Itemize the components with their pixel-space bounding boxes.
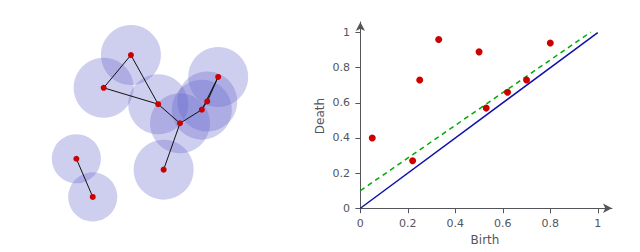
svg-text:0.8: 0.8 bbox=[542, 217, 560, 230]
svg-text:0.6: 0.6 bbox=[494, 217, 512, 230]
svg-text:0.4: 0.4 bbox=[447, 217, 465, 230]
svg-text:0.4: 0.4 bbox=[333, 131, 351, 144]
svg-text:0.8: 0.8 bbox=[333, 61, 351, 74]
svg-text:Birth: Birth bbox=[471, 233, 500, 247]
svg-text:0: 0 bbox=[343, 202, 350, 215]
svg-text:1: 1 bbox=[343, 26, 350, 39]
svg-text:0: 0 bbox=[357, 217, 364, 230]
svg-text:0.6: 0.6 bbox=[333, 96, 351, 109]
svg-text:Death: Death bbox=[313, 98, 327, 134]
svg-text:0.2: 0.2 bbox=[333, 167, 351, 180]
svg-text:1: 1 bbox=[594, 217, 601, 230]
svg-text:0.2: 0.2 bbox=[399, 217, 417, 230]
